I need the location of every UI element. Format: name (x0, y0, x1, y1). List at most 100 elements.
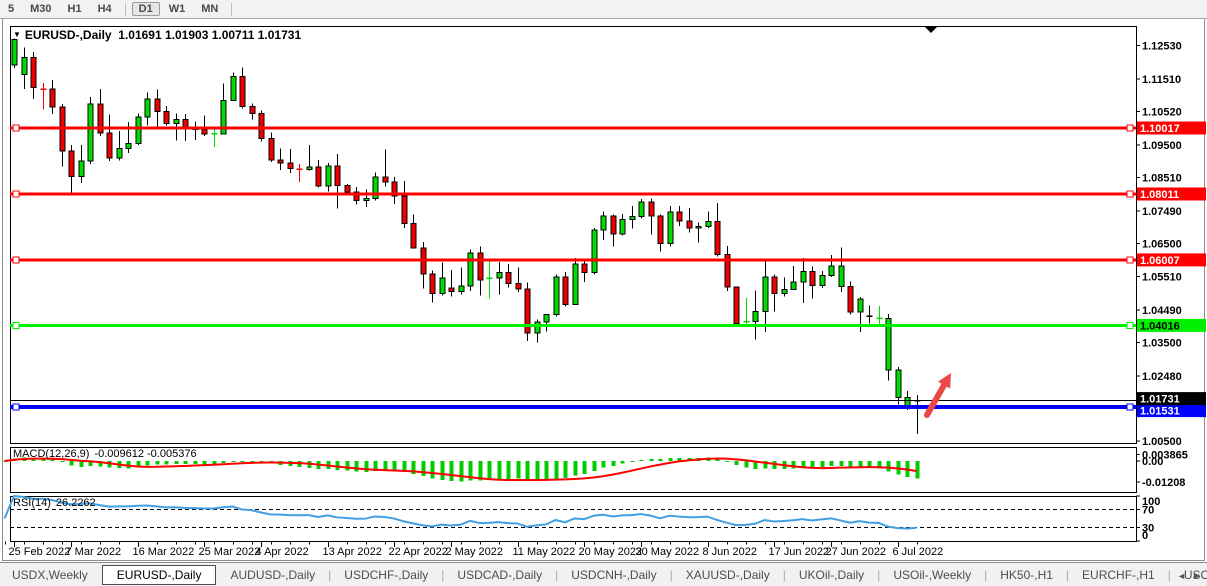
tab-separator: | (669, 567, 673, 582)
price-tag-label: 1.08011 (1140, 189, 1179, 201)
candle-body (30, 57, 37, 88)
candle-body (800, 270, 807, 283)
candle-body (496, 272, 503, 279)
candle-body (553, 276, 560, 316)
line-handle[interactable] (12, 124, 20, 132)
line-handle[interactable] (12, 403, 20, 411)
candle-body (904, 396, 911, 408)
candle-body (144, 98, 151, 118)
candle-body (847, 285, 854, 313)
candle-body (334, 165, 341, 186)
price-axis-label: 1.00500 (1142, 436, 1182, 448)
date-axis-label: 17 Jun 2022 (769, 546, 830, 558)
candle-body (325, 165, 332, 187)
candle-body (249, 106, 256, 114)
tab-scroll-right-icon[interactable]: ► (1192, 571, 1201, 581)
candle-body (467, 252, 474, 287)
tab-separator: | (782, 567, 786, 582)
candle-body (695, 225, 702, 229)
candle-body (781, 288, 788, 295)
candle-body (201, 129, 208, 135)
tab-scroll-left-icon[interactable]: ◄ (1177, 571, 1187, 581)
level-lines-layer (10, 124, 1136, 411)
candle-body (163, 110, 170, 125)
date-axis-label: 4 Apr 2022 (256, 546, 309, 558)
timeframe-button-mn[interactable]: MN (201, 3, 219, 15)
timeframe-button-5[interactable]: 5 (8, 3, 15, 15)
chart-tab-usdchf-daily[interactable]: USDCHF-,Daily (344, 567, 429, 582)
rsi-axis-label: 70 (1142, 505, 1154, 517)
tab-scroll-controls: ◄ ► (1174, 571, 1204, 581)
rsi-line (3, 495, 917, 530)
chart-tab-ukoil-daily[interactable]: UKOil-,Daily (798, 567, 865, 582)
timeframe-button-h1[interactable]: H1 (67, 3, 82, 15)
trend-arrow-annotation[interactable] (924, 373, 951, 418)
chart-tab-usdcad-daily[interactable]: USDCAD-,Daily (457, 567, 543, 582)
date-axis-label: 13 Apr 2022 (323, 546, 382, 558)
line-handle[interactable] (12, 321, 20, 330)
candle-body (87, 103, 94, 162)
chart-tab-usdx-weekly[interactable]: USDX,Weekly (12, 567, 88, 582)
line-handle[interactable] (1126, 403, 1134, 411)
price-axis-label: 1.08510 (1142, 173, 1182, 185)
date-axis-label: 7 Mar 2022 (66, 546, 122, 558)
candles-layer (11, 38, 921, 435)
date-axis-label: 2 May 2022 (446, 546, 503, 558)
chart-tab-usoil-weekly[interactable]: USOil-,Weekly (893, 567, 972, 582)
chart-tab-audusd-daily[interactable]: AUDUSD-,Daily (230, 567, 316, 582)
chart-tab-eurchf-h1[interactable]: EURCHF-,H1 (1082, 567, 1155, 582)
arrow-head-icon (937, 373, 951, 389)
candle-body (543, 314, 550, 323)
candle-body (534, 321, 541, 334)
chart-tab-usdcnh-daily[interactable]: USDCNH-,Daily (571, 567, 657, 582)
candle-body (391, 181, 398, 197)
timeframe-button-w1[interactable]: W1 (168, 3, 186, 15)
candle-body (97, 103, 104, 134)
candle-body (752, 310, 759, 323)
price-tag (1137, 392, 1206, 406)
candle-body (11, 39, 18, 66)
macd-axis-label: 0.00 (1142, 456, 1163, 468)
toolbar-separator (231, 2, 233, 16)
timeframe-button-h4[interactable]: H4 (97, 3, 112, 15)
candle-body (220, 99, 227, 135)
candle-body (524, 288, 531, 334)
candle-body (439, 277, 446, 295)
candle-body (619, 218, 626, 235)
price-axis-label: 1.04490 (1142, 305, 1182, 317)
line-handle[interactable] (12, 190, 20, 198)
date-axis-label: 25 Feb 2022 (9, 546, 71, 558)
line-handle[interactable] (12, 256, 20, 264)
date-axis-label: 22 Apr 2022 (389, 546, 448, 558)
candle-body (790, 281, 797, 290)
candle-body (448, 287, 455, 293)
chart-tab-usoil-h1[interactable]: USOil-,H1 (1183, 567, 1207, 582)
price-axis-label: 1.11510 (1142, 74, 1181, 86)
chart-tab-eurusd-daily[interactable]: EURUSD-,Daily (101, 564, 217, 585)
line-handle[interactable] (1126, 321, 1134, 330)
candle-body (515, 282, 522, 290)
candle-body (363, 198, 370, 202)
line-handle[interactable] (1126, 256, 1134, 264)
chart-shift-marker-icon[interactable] (925, 27, 937, 33)
price-axis-label: 1.10520 (1142, 106, 1182, 118)
line-handle[interactable] (1126, 124, 1134, 132)
price-axis-label: 1.02480 (1142, 371, 1182, 383)
line-handle[interactable] (1126, 190, 1134, 198)
price-tag (1137, 253, 1206, 267)
timeframe-button-m30[interactable]: M30 (30, 3, 52, 15)
candle-body (885, 317, 892, 371)
price-tag-label: 1.10017 (1140, 123, 1180, 135)
tab-separator: | (555, 567, 559, 582)
candle-body (657, 215, 664, 245)
date-axis-label: 27 Jun 2022 (826, 546, 887, 558)
candle-body (828, 265, 835, 277)
candle-body (581, 263, 588, 273)
timeframe-button-d1[interactable]: D1 (131, 2, 160, 16)
chart-tab-hk50-h1[interactable]: HK50-,H1 (1000, 567, 1053, 582)
chart-tab-xauusd-daily[interactable]: XAUUSD-,Daily (685, 567, 770, 582)
date-axis-label: 25 Mar 2022 (199, 546, 261, 558)
price-axis-label: 1.12530 (1142, 40, 1182, 52)
